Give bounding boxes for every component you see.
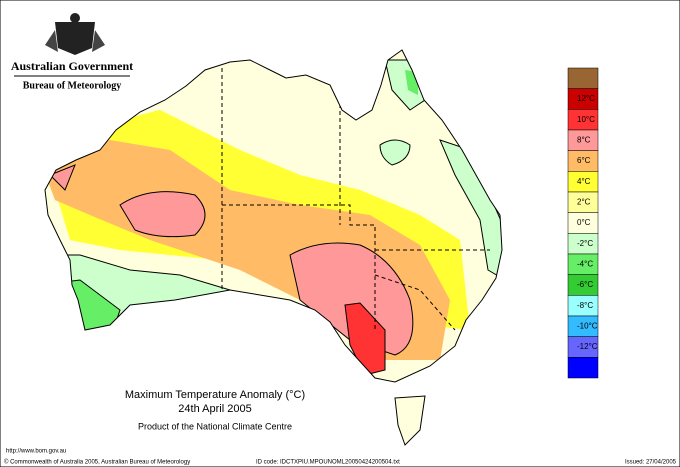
legend-swatch bbox=[567, 357, 599, 379]
map-date: 24th April 2005 bbox=[178, 403, 251, 415]
footer-id: ID code: IDCTXPIU.MPOUNOML20050424200504… bbox=[256, 460, 400, 466]
legend-label: 8°C bbox=[577, 135, 591, 144]
legend-label: 6°C bbox=[577, 156, 591, 165]
map-title: Maximum Temperature Anomaly (°C) bbox=[125, 389, 305, 401]
legend-label: 10°C bbox=[577, 115, 595, 124]
footer-issued: Issued: 27/04/2005 bbox=[625, 460, 677, 466]
map-product: Product of the National Climate Centre bbox=[138, 421, 292, 431]
legend-label: -10°C bbox=[577, 321, 598, 330]
footer-copyright: © Commonwealth of Australia 2005, Austra… bbox=[4, 459, 190, 466]
legend-label: 12°C bbox=[577, 94, 595, 103]
coastline bbox=[44, 49, 503, 383]
legend-label: 4°C bbox=[577, 177, 591, 186]
gov-name: Australian Government bbox=[11, 59, 133, 73]
crest bbox=[45, 13, 105, 55]
tasmania bbox=[394, 395, 426, 446]
legend: 12°C 10°C 8°C 6°C 4°C 2°C 0°C -2°C -4°C -6°C -8°C -… bbox=[567, 67, 599, 379]
agency-name: Bureau of Meteorology bbox=[23, 80, 122, 91]
legend-label: -6°C bbox=[577, 280, 593, 289]
legend-label: 2°C bbox=[577, 197, 591, 206]
legend-label: -2°C bbox=[577, 239, 593, 248]
legend-label: -12°C bbox=[577, 342, 598, 351]
legend-label: 0°C bbox=[577, 218, 591, 227]
legend-label: -8°C bbox=[577, 301, 593, 310]
legend-swatch bbox=[567, 67, 599, 89]
legend-label: -4°C bbox=[577, 259, 593, 268]
footer-url: http://www.bom.gov.au bbox=[6, 449, 66, 455]
